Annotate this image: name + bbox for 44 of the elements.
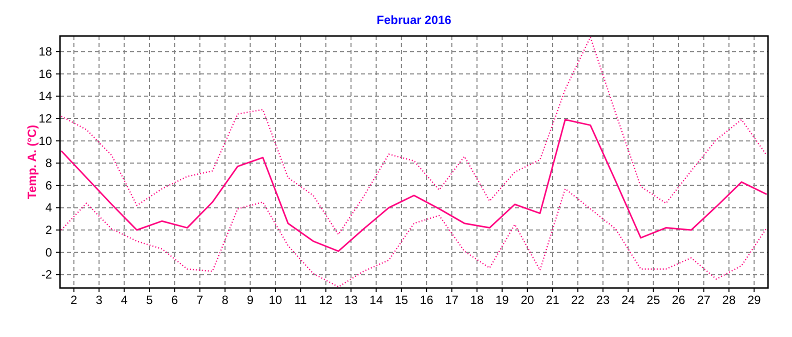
x-tick-label: 24	[621, 293, 636, 307]
x-tick-label: 21	[546, 293, 560, 307]
x-tick-label: 15	[394, 293, 408, 307]
y-tick-label: 2	[45, 223, 52, 238]
x-tick-label: 3	[96, 293, 103, 307]
x-tick-label: 28	[722, 293, 736, 307]
x-tick-label: 5	[146, 293, 154, 307]
y-tick-label: 6	[45, 178, 52, 192]
x-tick-label: 9	[246, 293, 254, 307]
y-tick-label: 4	[45, 200, 52, 215]
x-tick-label: 13	[344, 293, 358, 307]
y-tick-label: 12	[38, 112, 52, 126]
x-tick-label: 12	[319, 293, 333, 307]
x-tick-label: 23	[596, 293, 610, 307]
x-tick-label: 10	[268, 293, 282, 307]
y-tick-label: 0	[45, 245, 52, 260]
x-tick-label: 8	[222, 293, 229, 307]
line-series	[60, 188, 768, 288]
line-series	[60, 36, 768, 236]
x-tick-label: 25	[646, 293, 660, 307]
y-tick-label: 8	[45, 156, 52, 170]
y-tick-label: 10	[38, 134, 52, 148]
y-tick-label: 14	[38, 89, 52, 104]
x-tick-label: 26	[672, 293, 686, 307]
y-tick-label: 16	[38, 66, 52, 81]
x-tick-label: 20	[520, 293, 534, 307]
x-tick-label: 22	[571, 293, 585, 307]
x-tick-label: 11	[294, 293, 308, 307]
x-tick-label: 18	[470, 293, 484, 307]
line-series	[60, 118, 768, 252]
x-tick-label: 27	[697, 293, 711, 307]
y-axis-title: Temp. A. (°C)	[25, 124, 39, 200]
x-tick-label: 4	[120, 293, 128, 307]
x-tick-label: 16	[420, 293, 434, 307]
chart-title: Februar 2016	[376, 13, 452, 27]
x-tick-label: 7	[196, 293, 204, 307]
x-tick-label: 14	[370, 293, 384, 307]
x-tick-label: 29	[747, 293, 762, 307]
y-tick-label: 18	[38, 44, 52, 59]
y-tick-label: -2	[41, 268, 52, 282]
x-tick-label: 17	[445, 293, 459, 307]
x-tick-label: 2	[70, 293, 78, 307]
x-tick-label: 19	[496, 293, 510, 307]
x-tick-label: 6	[171, 293, 178, 307]
